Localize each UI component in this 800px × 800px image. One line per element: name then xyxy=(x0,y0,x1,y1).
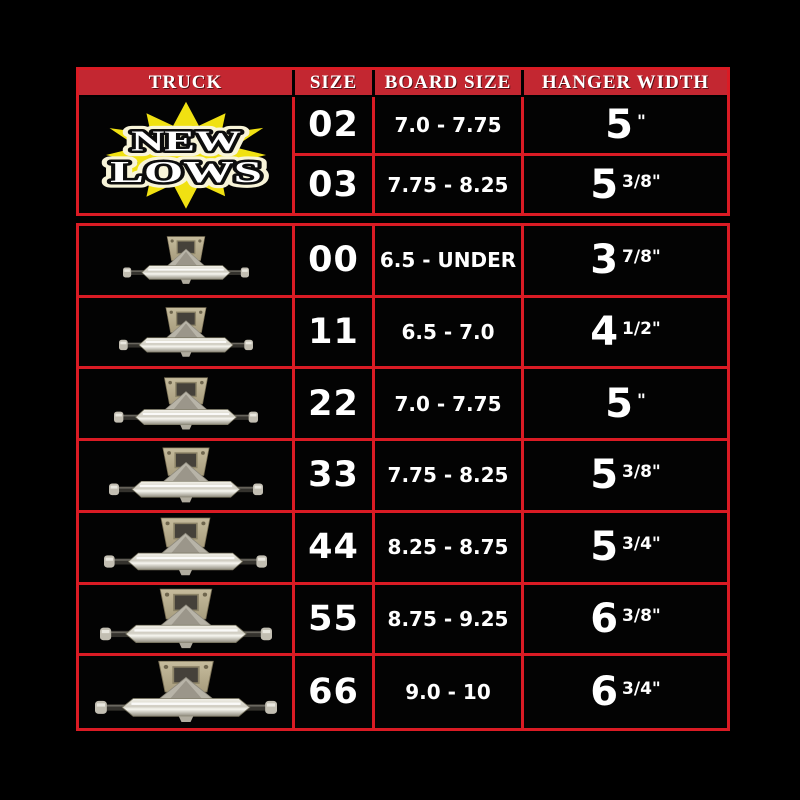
hanger-width-cell-22: 5 " xyxy=(524,369,727,442)
logo-text-lows-halo: LOWS xyxy=(110,155,262,189)
truck-photo-cell-55 xyxy=(79,584,295,657)
hanger-width-value: 5 " xyxy=(605,102,646,148)
hanger-width-cell-66: 6 3/4" xyxy=(524,656,727,728)
logo-text-new: NEW xyxy=(131,126,241,157)
board-size-value: 8.25 - 8.75 xyxy=(387,535,509,560)
hanger-width-value: 5 3/4" xyxy=(590,524,661,571)
truck-photo-cell-22 xyxy=(79,369,295,442)
skateboard-truck-icon xyxy=(94,660,277,724)
header-cell-board-size: BOARD SIZE xyxy=(375,70,524,97)
board-size-cell-66: 9.0 - 10 xyxy=(375,656,524,728)
hanger-width-value: 6 3/8" xyxy=(590,595,661,642)
starburst-icon: NEW LOWS NEW LOWS xyxy=(102,101,269,209)
board-size-value: 7.75 - 8.25 xyxy=(387,463,509,488)
board-size-value: 7.75 - 8.25 xyxy=(387,172,509,197)
board-size-cell-22: 7.0 - 7.75 xyxy=(375,369,524,442)
standard-size-table: 00 6.5 - UNDER 3 7/8" 11 6.5 - 7.0 4 1/2" … xyxy=(76,223,730,731)
header-label-size: SIZE xyxy=(309,71,358,93)
truck-photo-cell-44 xyxy=(79,512,295,585)
hanger-width-value: 3 7/8" xyxy=(590,237,661,284)
board-size-cell-00: 6.5 - UNDER xyxy=(375,226,524,298)
board-size-cell-33: 7.75 - 8.25 xyxy=(375,441,524,513)
size-cell-00: 00 xyxy=(295,226,375,298)
skateboard-truck-icon xyxy=(113,376,258,431)
skateboard-truck-icon xyxy=(108,447,263,504)
header-label-board-size: BOARD SIZE xyxy=(384,71,512,93)
hanger-width-value: 5 " xyxy=(605,380,646,427)
hanger-width-cell-11: 4 1/2" xyxy=(524,298,727,370)
size-value: 44 xyxy=(308,527,359,568)
header-label-truck: TRUCK xyxy=(148,71,223,93)
hanger-width-cell-03: 5 3/8" xyxy=(524,156,727,213)
size-value: 11 xyxy=(308,312,359,353)
size-value: 33 xyxy=(308,455,359,496)
logo-text-new-halo: NEW xyxy=(131,126,241,157)
header-label-hanger-width: HANGER WIDTH xyxy=(541,71,710,93)
hanger-width-cell-02: 5 " xyxy=(524,97,727,156)
hanger-width-value: 6 3/4" xyxy=(590,669,661,716)
size-value: 55 xyxy=(308,598,359,639)
board-size-value: 6.5 - 7.0 xyxy=(401,320,495,345)
size-cell-55: 55 xyxy=(295,584,375,657)
size-value: 22 xyxy=(308,383,359,424)
truck-photo-cell-33 xyxy=(79,441,295,513)
header-cell-truck: TRUCK xyxy=(79,70,295,97)
size-cell-22: 22 xyxy=(295,369,375,442)
skateboard-truck-icon xyxy=(104,517,267,577)
skateboard-truck-icon xyxy=(122,235,249,285)
board-size-value: 7.0 - 7.75 xyxy=(394,113,502,137)
board-size-cell-11: 6.5 - 7.0 xyxy=(375,297,524,370)
board-size-value: 9.0 - 10 xyxy=(405,680,491,705)
truck-photo-cell-66 xyxy=(79,656,295,728)
board-size-cell-02: 7.0 - 7.75 xyxy=(375,97,524,156)
logo-text-lows: LOWS xyxy=(110,155,262,189)
hanger-width-value: 5 3/8" xyxy=(590,452,661,499)
hanger-width-value: 4 1/2" xyxy=(590,309,661,356)
header-cell-size: SIZE xyxy=(295,70,375,97)
board-size-cell-55: 8.75 - 9.25 xyxy=(375,584,524,657)
hanger-width-value: 5 3/8" xyxy=(590,161,661,208)
board-size-cell-03: 7.75 - 8.25 xyxy=(375,156,524,213)
header-cell-hanger-width: HANGER WIDTH xyxy=(524,70,727,97)
size-cell-11: 11 xyxy=(295,297,375,370)
size-cell-66: 66 xyxy=(295,656,375,728)
size-value: 00 xyxy=(308,240,359,281)
size-cell-02: 02 xyxy=(295,97,375,156)
new-lows-size-table: TRUCK SIZE BOARD SIZE HANGER WIDTH NEW L… xyxy=(76,67,730,216)
size-cell-33: 33 xyxy=(295,441,375,513)
board-size-value: 6.5 - UNDER xyxy=(379,248,517,273)
size-value: 02 xyxy=(308,105,359,145)
size-value: 66 xyxy=(308,672,359,713)
skateboard-truck-icon xyxy=(118,306,253,357)
board-size-cell-44: 8.25 - 8.75 xyxy=(375,512,524,585)
new-lows-logo-cell: NEW LOWS NEW LOWS xyxy=(79,97,295,213)
hanger-width-cell-00: 3 7/8" xyxy=(524,226,727,298)
truck-photo-cell-00 xyxy=(79,226,295,298)
hanger-width-cell-33: 5 3/8" xyxy=(524,441,727,513)
hanger-width-cell-55: 6 3/8" xyxy=(524,585,727,657)
hanger-width-cell-44: 5 3/4" xyxy=(524,513,727,585)
size-value: 03 xyxy=(308,164,359,205)
skateboard-truck-icon xyxy=(99,588,272,649)
board-size-value: 8.75 - 9.25 xyxy=(387,606,509,631)
truck-photo-cell-11 xyxy=(79,297,295,370)
board-size-value: 7.0 - 7.75 xyxy=(394,391,502,416)
size-cell-03: 03 xyxy=(295,156,375,213)
size-cell-44: 44 xyxy=(295,512,375,585)
